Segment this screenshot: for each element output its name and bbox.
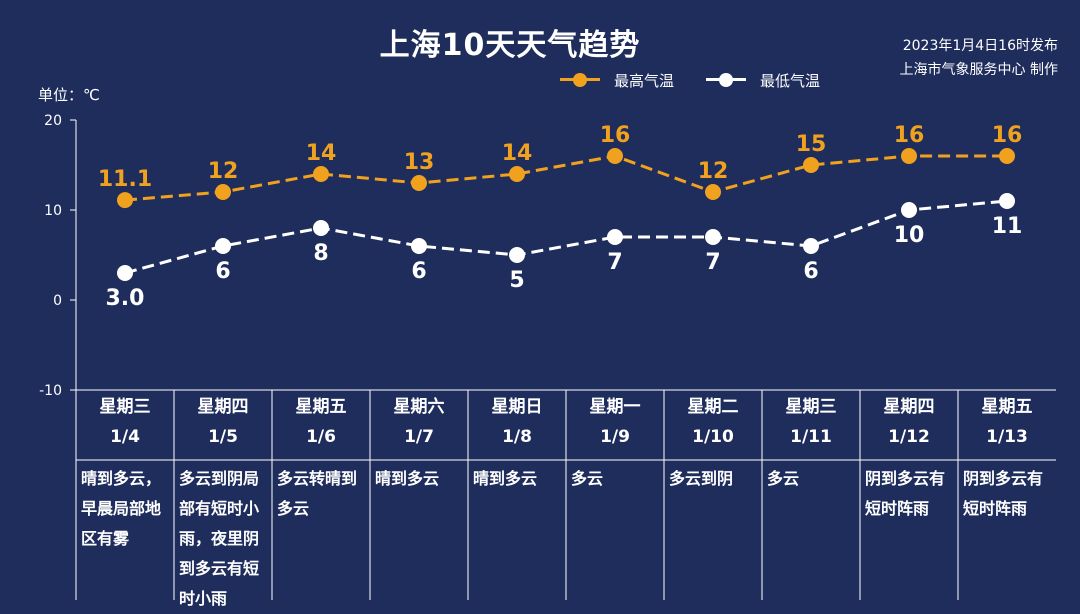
- day-header-cell: 星期六 1/7: [370, 392, 468, 452]
- high-temp-label: 12: [208, 159, 239, 184]
- low-temp-label: 7: [705, 250, 720, 275]
- date-label: 1/4: [110, 427, 140, 447]
- high-temp-label: 14: [306, 141, 337, 166]
- high-temp-point: [901, 148, 917, 164]
- low-temp-label: 3.0: [106, 286, 145, 311]
- high-temp-label: 16: [600, 123, 631, 148]
- issue-time: 2023年1月4日16时发布: [902, 38, 1058, 54]
- high-temp-point: [705, 184, 721, 200]
- weekday-label: 星期五: [981, 397, 1033, 417]
- low-temp-point: [313, 220, 329, 236]
- low-temp-point: [901, 202, 917, 218]
- low-temp-point: [705, 229, 721, 245]
- weather-condition-text: 多云到阴: [669, 469, 734, 488]
- low-temp-label: 11: [992, 214, 1023, 239]
- low-temp-point: [411, 238, 427, 254]
- high-temp-point: [509, 166, 525, 182]
- high-temp-point: [215, 184, 231, 200]
- day-header-cell: 星期四 1/5: [174, 392, 272, 452]
- high-temp-point: [313, 166, 329, 182]
- high-temp-point: [411, 175, 427, 191]
- weather-condition-text: 多云到阴局部有短时小雨，夜里阴到多云有短时小雨: [179, 469, 260, 608]
- low-temp-point: [215, 238, 231, 254]
- date-label: 1/6: [306, 427, 336, 447]
- low-temp-label: 6: [803, 259, 818, 284]
- weekday-label: 星期日: [491, 397, 543, 417]
- legend-high-swatch: [560, 73, 600, 87]
- y-tick-label: 0: [53, 293, 62, 309]
- legend-low-swatch: [706, 73, 747, 87]
- day-header-cell: 星期三 1/11: [762, 392, 860, 452]
- legend-low: 最低气温: [706, 70, 820, 91]
- low-temp-point: [607, 229, 623, 245]
- weekday-label: 星期一: [589, 397, 641, 417]
- low-temp-label: 5: [509, 268, 524, 293]
- high-temp-line: [124, 154, 1007, 202]
- low-temp-point: [803, 238, 819, 254]
- producer-credit: 上海市气象服务中心 制作: [899, 62, 1058, 78]
- weather-condition-text: 晴到多云: [375, 469, 440, 488]
- low-temp-label: 6: [215, 259, 230, 284]
- weekday-label: 星期四: [197, 397, 249, 417]
- date-label: 1/5: [208, 427, 238, 447]
- high-temp-label: 14: [502, 141, 533, 166]
- weather-condition-text: 多云转晴到多云: [277, 469, 358, 518]
- low-temp-label: 10: [894, 223, 925, 248]
- weather-condition-text: 多云: [767, 469, 800, 488]
- date-label: 1/7: [404, 427, 434, 447]
- weather-condition-text: 阴到多云有短时阵雨: [865, 469, 946, 518]
- weekday-label: 星期六: [393, 397, 445, 417]
- high-temp-label: 13: [404, 150, 435, 175]
- legend: 最高气温 最低气温: [560, 68, 852, 92]
- weather-condition-text: 晴到多云: [473, 469, 538, 488]
- publish-info: 2023年1月4日16时发布 上海市气象服务中心 制作: [900, 34, 1058, 82]
- date-label: 1/8: [502, 427, 532, 447]
- weekday-label: 星期五: [295, 397, 347, 417]
- weekday-label: 星期二: [687, 397, 739, 417]
- legend-low-label: 最低气温: [760, 71, 821, 90]
- weather-condition-text: 阴到多云有短时阵雨: [963, 469, 1044, 518]
- day-header-cell: 星期二 1/10: [664, 392, 762, 452]
- unit-label: 单位：℃: [38, 86, 100, 104]
- day-header-cell: 星期四 1/12: [860, 392, 958, 452]
- high-temp-point: [803, 157, 819, 173]
- high-temp-label: 15: [796, 132, 827, 157]
- y-tick-label: -10: [39, 383, 62, 399]
- weekday-label: 星期四: [883, 397, 935, 417]
- low-temp-label: 7: [607, 250, 622, 275]
- legend-high-label: 最高气温: [614, 71, 675, 90]
- day-header-cell: 星期三 1/4: [76, 392, 174, 452]
- legend-high: 最高气温: [560, 70, 674, 91]
- high-temp-label: 16: [992, 123, 1023, 148]
- date-label: 1/11: [790, 427, 832, 447]
- high-temp-label: 12: [698, 159, 729, 184]
- low-temp-point: [999, 193, 1015, 209]
- y-tick-label: 10: [44, 203, 62, 219]
- low-temp-point: [509, 247, 525, 263]
- date-label: 1/12: [888, 427, 930, 447]
- date-label: 1/10: [692, 427, 734, 447]
- y-tick-label: 20: [44, 113, 62, 129]
- weekday-label: 星期三: [785, 397, 837, 417]
- day-header-cell: 星期五 1/13: [958, 392, 1056, 452]
- low-temp-line: [124, 199, 1008, 275]
- day-header-cell: 星期一 1/9: [566, 392, 664, 452]
- high-temp-point: [117, 192, 133, 209]
- weather-condition-text: 多云: [571, 469, 604, 488]
- day-header-cell: 星期日 1/8: [468, 392, 566, 452]
- high-temp-point: [999, 148, 1015, 164]
- weather-condition-text: 晴到多云，早晨局部地区有雾: [81, 469, 162, 548]
- high-temp-label: 11.1: [98, 167, 152, 192]
- high-temp-point: [607, 148, 623, 164]
- date-label: 1/9: [600, 427, 630, 447]
- weekday-label: 星期三: [99, 397, 151, 417]
- high-temp-label: 16: [894, 123, 925, 148]
- date-label: 1/13: [986, 427, 1028, 447]
- low-temp-point: [117, 265, 133, 281]
- low-temp-label: 6: [411, 259, 426, 284]
- day-header-cell: 星期五 1/6: [272, 392, 370, 452]
- low-temp-label: 8: [313, 241, 328, 266]
- chart-title: 上海10天天气趋势: [379, 28, 641, 63]
